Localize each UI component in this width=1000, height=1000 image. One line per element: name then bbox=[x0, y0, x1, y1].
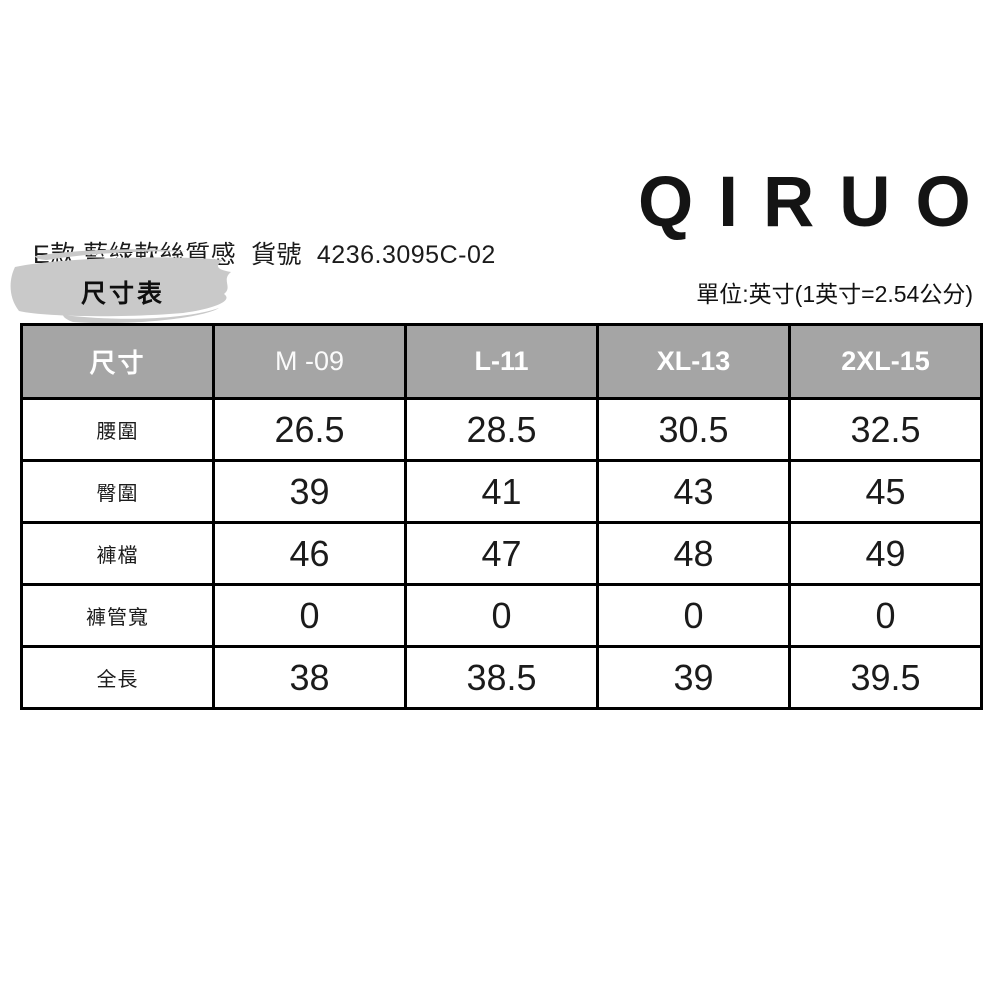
cell-value: 38.5 bbox=[404, 645, 599, 710]
table-row-total-length: 全長 38 38.5 39 39.5 bbox=[20, 645, 983, 710]
row-label: 褲檔 bbox=[20, 521, 215, 586]
cell-value: 38 bbox=[212, 645, 407, 710]
section-title-block: 尺寸表 bbox=[5, 247, 255, 325]
cell-value: 49 bbox=[788, 521, 983, 586]
size-table: 尺寸 M -09 L-11 XL-13 2XL-15 腰圍 26.5 28.5 … bbox=[20, 323, 983, 710]
cell-value: 28.5 bbox=[404, 397, 599, 462]
row-label: 腰圍 bbox=[20, 397, 215, 462]
row-label: 褲管寬 bbox=[20, 583, 215, 648]
table-header-row: 尺寸 M -09 L-11 XL-13 2XL-15 bbox=[20, 323, 983, 400]
cell-value: 26.5 bbox=[212, 397, 407, 462]
cell-value: 0 bbox=[596, 583, 791, 648]
table-row-leg-width: 褲管寬 0 0 0 0 bbox=[20, 583, 983, 648]
cell-value: 45 bbox=[788, 459, 983, 524]
header-size-l: L-11 bbox=[404, 323, 599, 400]
unit-note: 單位:英寸(1英寸=2.54公分) bbox=[696, 281, 973, 307]
header-size-m: M -09 bbox=[212, 323, 407, 400]
cell-value: 48 bbox=[596, 521, 791, 586]
cell-value: 0 bbox=[788, 583, 983, 648]
cell-value: 30.5 bbox=[596, 397, 791, 462]
cell-value: 47 bbox=[404, 521, 599, 586]
header-size: 尺寸 bbox=[20, 323, 215, 400]
row-label: 全長 bbox=[20, 645, 215, 710]
row-label: 臀圍 bbox=[20, 459, 215, 524]
cell-value: 0 bbox=[404, 583, 599, 648]
cell-value: 39 bbox=[596, 645, 791, 710]
header-size-xl: XL-13 bbox=[596, 323, 791, 400]
cell-value: 39 bbox=[212, 459, 407, 524]
cell-value: 43 bbox=[596, 459, 791, 524]
cell-value: 46 bbox=[212, 521, 407, 586]
table-row-crotch: 褲檔 46 47 48 49 bbox=[20, 521, 983, 586]
product-title-line: E款 藍綠軟絲質感 貨號 4236.3095C-02 bbox=[33, 241, 496, 269]
cell-value: 32.5 bbox=[788, 397, 983, 462]
table-row-waist: 腰圍 26.5 28.5 30.5 32.5 bbox=[20, 397, 983, 462]
cell-value: 41 bbox=[404, 459, 599, 524]
brand-logo: QIRUO bbox=[638, 163, 996, 242]
cell-value: 39.5 bbox=[788, 645, 983, 710]
header-size-2xl: 2XL-15 bbox=[788, 323, 983, 400]
cell-value: 0 bbox=[212, 583, 407, 648]
section-title: 尺寸表 bbox=[81, 280, 166, 308]
brush-stroke-graphic bbox=[10, 249, 231, 324]
table-row-hip: 臀圍 39 41 43 45 bbox=[20, 459, 983, 524]
